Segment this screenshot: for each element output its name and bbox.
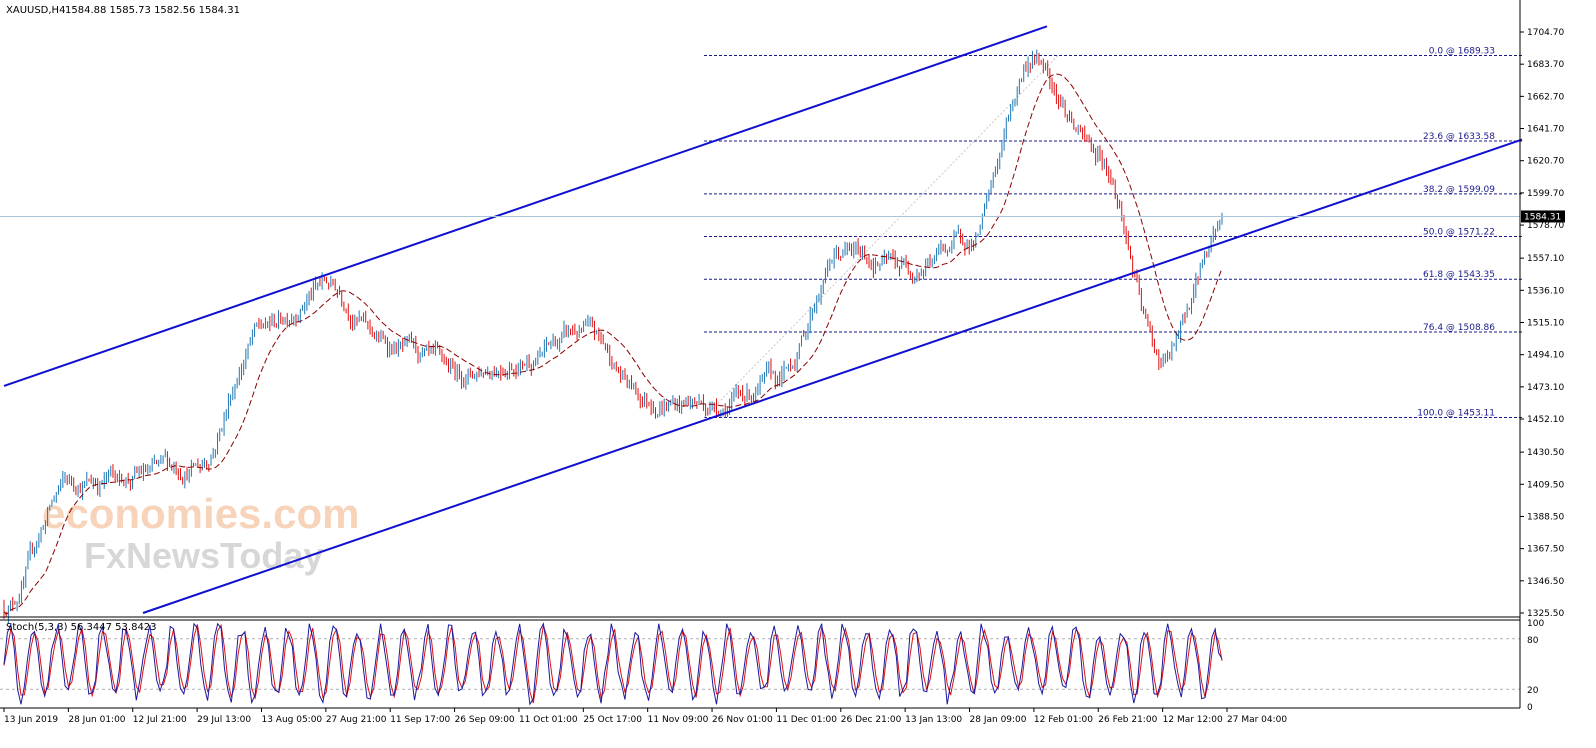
time-tick-label: 12 Mar 12:00 xyxy=(1163,715,1223,725)
price-tick-label: 1620.70 xyxy=(1527,157,1564,167)
stoch-tick-label: 100 xyxy=(1527,619,1544,629)
current-price-line: 1584.31 xyxy=(0,210,1565,223)
fib-level-label: 0.0 @ 1689.33 xyxy=(1429,47,1495,57)
fib-level-label: 76.4 @ 1508.86 xyxy=(1423,323,1495,333)
time-tick-label: 28 Jun 01:00 xyxy=(68,715,125,725)
time-tick-label: 26 Dec 21:00 xyxy=(841,715,902,725)
watermark-economies: economies.com xyxy=(42,490,359,537)
price-tick-label: 1599.70 xyxy=(1527,189,1564,199)
ohlc-label: 1584.88 1585.73 1582.56 1584.31 xyxy=(65,5,240,16)
price-tick-label: 1409.50 xyxy=(1527,480,1564,490)
moving-average xyxy=(3,73,1223,615)
trend-channel[interactable] xyxy=(3,25,1523,614)
time-tick-label: 12 Feb 01:00 xyxy=(1034,715,1093,725)
price-tick-label: 1704.70 xyxy=(1527,28,1564,38)
symbol-label: XAUUSD,H4 xyxy=(6,5,65,16)
price-tick-label: 1641.70 xyxy=(1527,125,1564,135)
price-tick-label: 1430.50 xyxy=(1527,448,1564,458)
stochastic-panel: 100 80 20 0 xyxy=(0,619,1544,713)
stoch-tick-label: 20 xyxy=(1527,686,1539,696)
time-tick-label: 26 Feb 21:00 xyxy=(1098,715,1157,725)
current-price-label: 1584.31 xyxy=(1524,212,1561,222)
price-tick-label: 1557.10 xyxy=(1527,254,1564,264)
stochastic-label: Stoch(5,3,3) 56.3447 53.8423 xyxy=(6,622,157,633)
fib-level-label: 38.2 @ 1599.09 xyxy=(1423,185,1495,195)
channel-upper-line[interactable] xyxy=(3,25,1048,387)
price-tick-label: 1536.10 xyxy=(1527,286,1564,296)
time-tick-label: 11 Sep 17:00 xyxy=(390,715,450,725)
time-tick-label: 13 Jun 2019 xyxy=(4,715,58,725)
price-tick-label: 1494.10 xyxy=(1527,351,1564,361)
candlestick-series xyxy=(3,49,1223,624)
time-tick-label: 27 Aug 21:00 xyxy=(326,715,387,725)
fib-level-label: 23.6 @ 1633.58 xyxy=(1423,132,1495,142)
price-tick-label: 1515.10 xyxy=(1527,319,1564,329)
time-tick-label: 11 Nov 09:00 xyxy=(648,715,709,725)
price-tick-label: 1473.10 xyxy=(1527,383,1564,393)
fib-trend-line xyxy=(703,55,1059,418)
stoch-tick-label: 80 xyxy=(1527,636,1539,646)
watermark: economies.com FxNewsToday xyxy=(42,490,359,576)
time-tick-label: 11 Dec 01:00 xyxy=(776,715,837,725)
fib-level-label: 61.8 @ 1543.35 xyxy=(1423,270,1495,280)
price-tick-label: 1578.70 xyxy=(1527,221,1564,231)
time-tick-label: 28 Jan 09:00 xyxy=(970,715,1027,725)
stoch-main-line xyxy=(3,622,1223,706)
channel-lower-line[interactable] xyxy=(142,138,1523,614)
current-price-badge xyxy=(1521,210,1565,223)
time-tick-label: 29 Jul 13:00 xyxy=(197,715,251,725)
time-tick-label: 27 Mar 04:00 xyxy=(1227,715,1287,725)
time-axis: 13 Jun 2019 28 Jun 01:00 12 Jul 21:00 29 Ju… xyxy=(3,708,1287,725)
time-tick-label: 11 Oct 01:00 xyxy=(519,715,578,725)
time-tick-label: 12 Jul 21:00 xyxy=(133,715,187,725)
price-tick-label: 1346.50 xyxy=(1527,577,1564,587)
price-tick-label: 1452.10 xyxy=(1527,415,1564,425)
price-tick-label: 1662.70 xyxy=(1527,92,1564,102)
fib-level-label: 50.0 @ 1571.22 xyxy=(1423,228,1495,238)
price-tick-label: 1325.50 xyxy=(1527,609,1564,619)
time-tick-label: 26 Nov 01:00 xyxy=(712,715,773,725)
time-tick-label: 13 Jan 13:00 xyxy=(905,715,962,725)
moving-average-line xyxy=(3,73,1223,615)
price-tick-label: 1683.70 xyxy=(1527,60,1564,70)
watermark-fxnewstoday: FxNewsToday xyxy=(84,535,323,576)
time-tick-label: 25 Oct 17:00 xyxy=(583,715,642,725)
time-tick-label: 13 Aug 05:00 xyxy=(261,715,322,725)
price-tick-label: 1367.50 xyxy=(1527,545,1564,555)
price-axis: 1704.70 1683.70 1662.70 1641.70 1620.70 1599.… xyxy=(1520,28,1564,619)
fibonacci-retracement[interactable]: 0.0 @ 1689.33 23.6 @ 1633.58 38.2 @ 1599.0… xyxy=(703,47,1522,419)
stoch-tick-label: 0 xyxy=(1527,703,1533,713)
fib-level-label: 100.0 @ 1453.11 xyxy=(1417,408,1495,418)
time-tick-label: 26 Sep 09:00 xyxy=(455,715,515,725)
price-tick-label: 1388.50 xyxy=(1527,512,1564,522)
